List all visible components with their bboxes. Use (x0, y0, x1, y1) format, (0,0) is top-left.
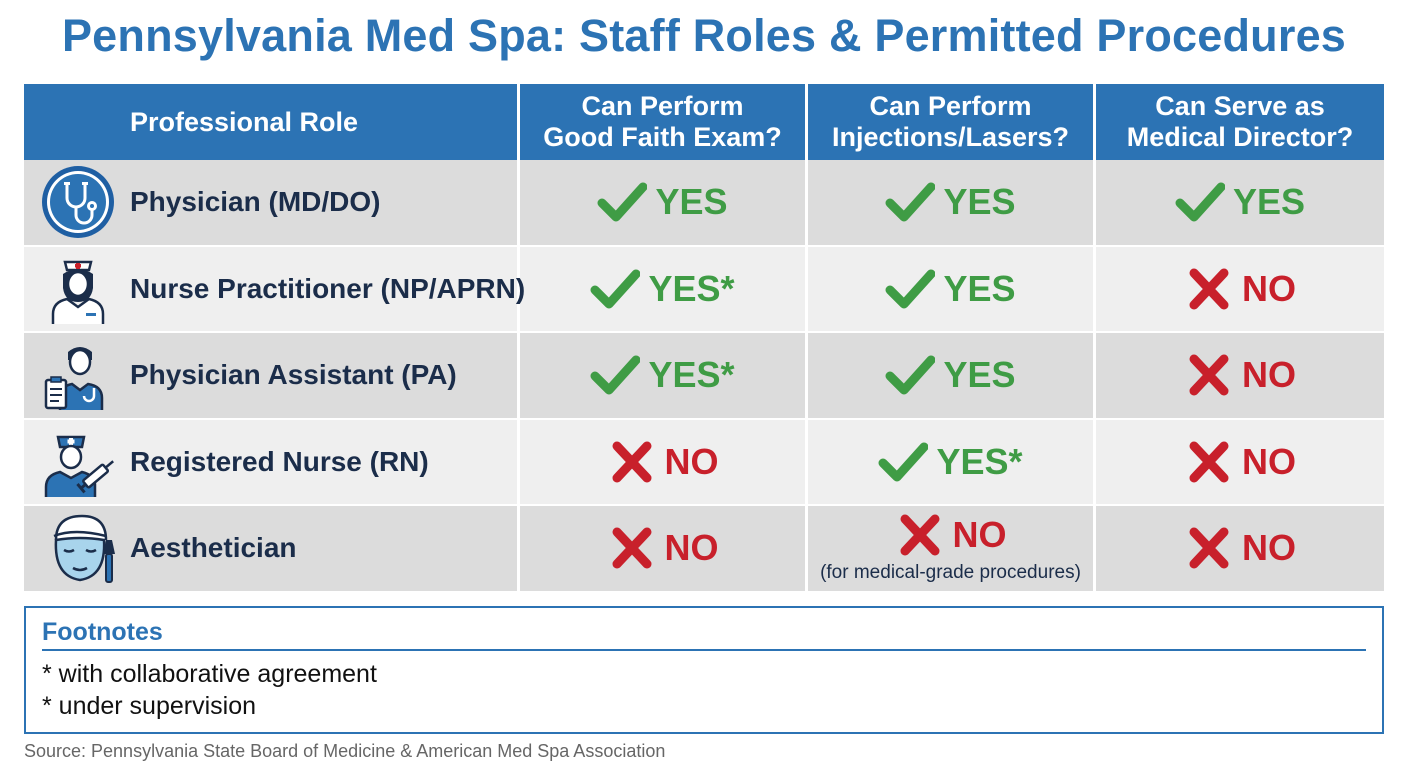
cross-icon (900, 514, 939, 556)
footnotes-title: Footnotes (42, 618, 163, 646)
footnote-item: * under supervision (42, 692, 257, 720)
status-text: NO (1242, 440, 1296, 482)
role-cell: Aesthetician (24, 506, 520, 591)
status-cell: YES (520, 160, 808, 245)
physician-assistant-icon (38, 335, 118, 415)
header-cell-injections: Can Perform Injections/Lasers? (808, 84, 1096, 160)
status-cell: NO (520, 419, 808, 504)
status-text: YES* (648, 354, 735, 396)
status-text: YES (943, 181, 1016, 223)
checkmark-icon (885, 182, 936, 222)
status-text: NO (1242, 527, 1296, 569)
table-header-row: Professional Role Can Perform Good Faith… (24, 84, 1384, 160)
status-text: YES* (648, 267, 735, 309)
footnotes-divider (42, 649, 1366, 651)
roles-table: Professional Role Can Perform Good Faith… (24, 84, 1384, 593)
cross-icon (612, 527, 651, 569)
page-title: Pennsylvania Med Spa: Staff Roles & Perm… (61, 10, 1347, 61)
checkmark-icon (878, 442, 929, 482)
role-label: Physician Assistant (PA) (130, 359, 457, 391)
status-cell: NO (1096, 506, 1384, 591)
status-cell: YES (1096, 160, 1384, 245)
checkmark-icon (597, 182, 648, 222)
status-cell: NO (1096, 247, 1384, 332)
header-cell-director: Can Serve as Medical Director? (1096, 84, 1384, 160)
nurse-syringe-icon (38, 422, 118, 502)
status-text: YES (943, 354, 1016, 396)
role-label: Aesthetician (130, 532, 297, 564)
table-row: Physician (MD/DO) YES YES YES (24, 160, 1384, 247)
status-text: NO (664, 527, 719, 569)
role-label: Physician (MD/DO) (130, 186, 381, 218)
role-label: Registered Nurse (RN) (130, 445, 429, 477)
stethoscope-icon (38, 162, 118, 242)
status-text: YES (1232, 181, 1306, 223)
header-label: Can Perform Good Faith Exam? (543, 91, 782, 152)
status-cell: NO (1096, 420, 1384, 505)
source-caption: Source: Pennsylvania State Board of Medi… (24, 741, 666, 761)
status-cell: YES* (808, 419, 1096, 504)
checkmark-icon (1175, 182, 1225, 222)
status-cell: YES* (520, 333, 808, 418)
status-text: NO (664, 440, 719, 482)
status-cell: YES (808, 160, 1096, 245)
table-row: Physician Assistant (PA) YES* YES NO (24, 333, 1384, 420)
cross-icon (612, 441, 651, 483)
cross-icon (1189, 441, 1229, 483)
status-text: YES (655, 181, 728, 223)
status-cell: YES (808, 333, 1096, 418)
role-cell: Nurse Practitioner (NP/APRN) (24, 246, 525, 331)
status-cell: NO (1096, 333, 1384, 418)
header-label: Can Serve as Medical Director? (1126, 91, 1354, 152)
checkmark-icon (885, 269, 936, 309)
cross-icon (1189, 268, 1229, 310)
header-label: Can Perform Injections/Lasers? (831, 91, 1070, 152)
footnotes-box: Footnotes * with collaborative agreement… (24, 606, 1384, 734)
role-cell: Physician Assistant (PA) (24, 333, 520, 418)
footnote-item: * with collaborative agreement (42, 660, 377, 688)
table-row: Nurse Practitioner (NP/APRN) YES* YES NO (24, 246, 1384, 333)
status-note: (for medical-grade procedures) (820, 562, 1081, 584)
status-text: YES (943, 267, 1016, 309)
role-cell: Physician (MD/DO) (24, 160, 520, 245)
checkmark-icon (590, 269, 641, 309)
header-label: Professional Role (130, 106, 359, 137)
status-cell: YES (808, 246, 1096, 331)
header-cell-exam: Can Perform Good Faith Exam? (520, 84, 808, 160)
checkmark-icon (885, 355, 936, 395)
nurse-practitioner-icon (38, 249, 118, 329)
status-cell: NO (for medical-grade procedures) (808, 506, 1096, 591)
status-text: YES* (936, 440, 1023, 482)
table-row: Aesthetician NO NO (for medical-grade pr… (24, 506, 1384, 593)
header-cell-role: Professional Role (24, 84, 520, 160)
status-cell: NO (520, 506, 808, 591)
cross-icon (1189, 354, 1229, 396)
facial-mask-brush-icon (38, 508, 118, 588)
status-text: NO (952, 514, 1007, 556)
checkmark-icon (590, 355, 641, 395)
status-text: NO (1242, 267, 1296, 309)
table-row: Registered Nurse (RN) NO YES* NO (24, 419, 1384, 506)
role-cell: Registered Nurse (RN) (24, 419, 520, 504)
status-text: NO (1242, 354, 1296, 396)
cross-icon (1189, 527, 1229, 569)
status-cell: YES* (520, 246, 808, 331)
role-label: Nurse Practitioner (NP/APRN) (130, 272, 526, 304)
